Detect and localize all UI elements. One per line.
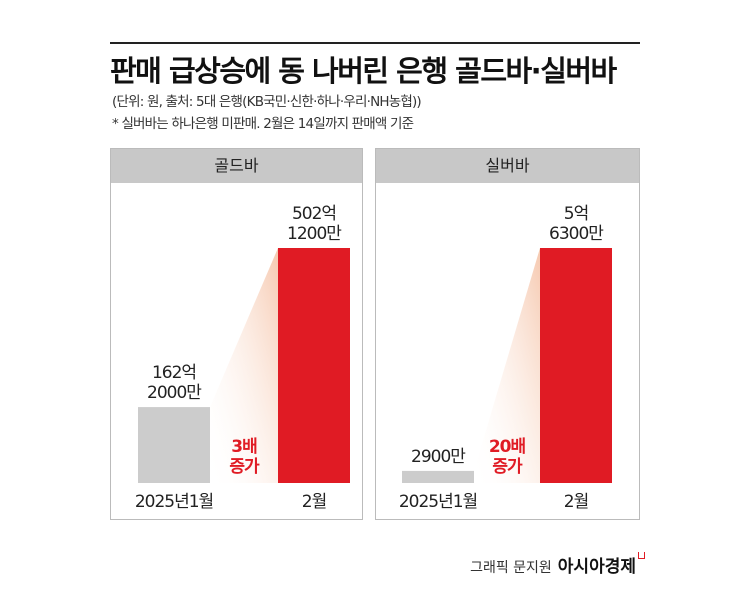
- chart-title: 판매 급상승에 동 나버린 은행 골드바·실버바: [110, 54, 617, 88]
- panel-title: 실버바: [376, 149, 639, 183]
- brand-mark-icon: [638, 552, 645, 559]
- increase-label: 3배 증가: [194, 437, 294, 477]
- value-label-feb-line: 502억: [291, 204, 337, 224]
- value-label-jan-line: 2900만: [411, 446, 466, 467]
- top-rule: [110, 42, 640, 44]
- credit: 그래픽 문지원 아시아경제: [470, 552, 645, 577]
- category-label-feb: 2월: [264, 492, 364, 512]
- increase-label-line: 20배: [488, 437, 526, 457]
- panel-title: 골드바: [111, 149, 362, 183]
- growth-fan: [210, 248, 278, 483]
- growth-fan: [474, 248, 540, 483]
- category-label-jan-line: 2025년1월: [398, 492, 478, 512]
- increase-label-line: 증가: [229, 457, 259, 477]
- value-label-jan-line: 2000만: [147, 383, 202, 404]
- category-label-feb-line: 2월: [563, 492, 589, 512]
- category-label-feb-line: 2월: [301, 492, 327, 512]
- value-label-feb: 5억 6300만: [526, 204, 626, 244]
- category-label-jan: 2025년1월: [124, 492, 224, 512]
- increase-label: 20배 증가: [457, 437, 557, 477]
- increase-label-line: 증가: [492, 457, 522, 477]
- unit-source: (단위: 원, 출처: 5대 은행(KB국민·신한·하나·우리·NH농협)): [112, 94, 422, 110]
- credit-text: 그래픽 문지원: [470, 560, 552, 576]
- bar-jan: [138, 407, 210, 483]
- increase-label-line: 3배: [231, 437, 257, 457]
- brand-logo: 아시아경제: [557, 557, 636, 577]
- bar-jan: [402, 470, 474, 483]
- bar-feb: [278, 248, 350, 483]
- footnote: * 실버바는 하나은행 미판매. 2월은 14일까지 판매액 기준: [112, 116, 414, 132]
- category-label-jan: 2025년1월: [388, 492, 488, 512]
- value-label-feb-line: 5억: [563, 204, 589, 224]
- value-label-feb-line: 6300만: [549, 224, 604, 244]
- category-label-jan-line: 2025년1월: [134, 492, 214, 512]
- value-label-feb-line: 1200만: [287, 224, 342, 244]
- value-label-feb: 502억 1200만: [264, 204, 364, 244]
- value-label-jan: 2900만: [388, 447, 488, 467]
- bar-feb: [540, 248, 612, 483]
- value-label-jan-line: 162억: [151, 363, 197, 384]
- value-label-jan: 162억 2000만: [124, 363, 224, 403]
- category-label-feb: 2월: [526, 492, 626, 512]
